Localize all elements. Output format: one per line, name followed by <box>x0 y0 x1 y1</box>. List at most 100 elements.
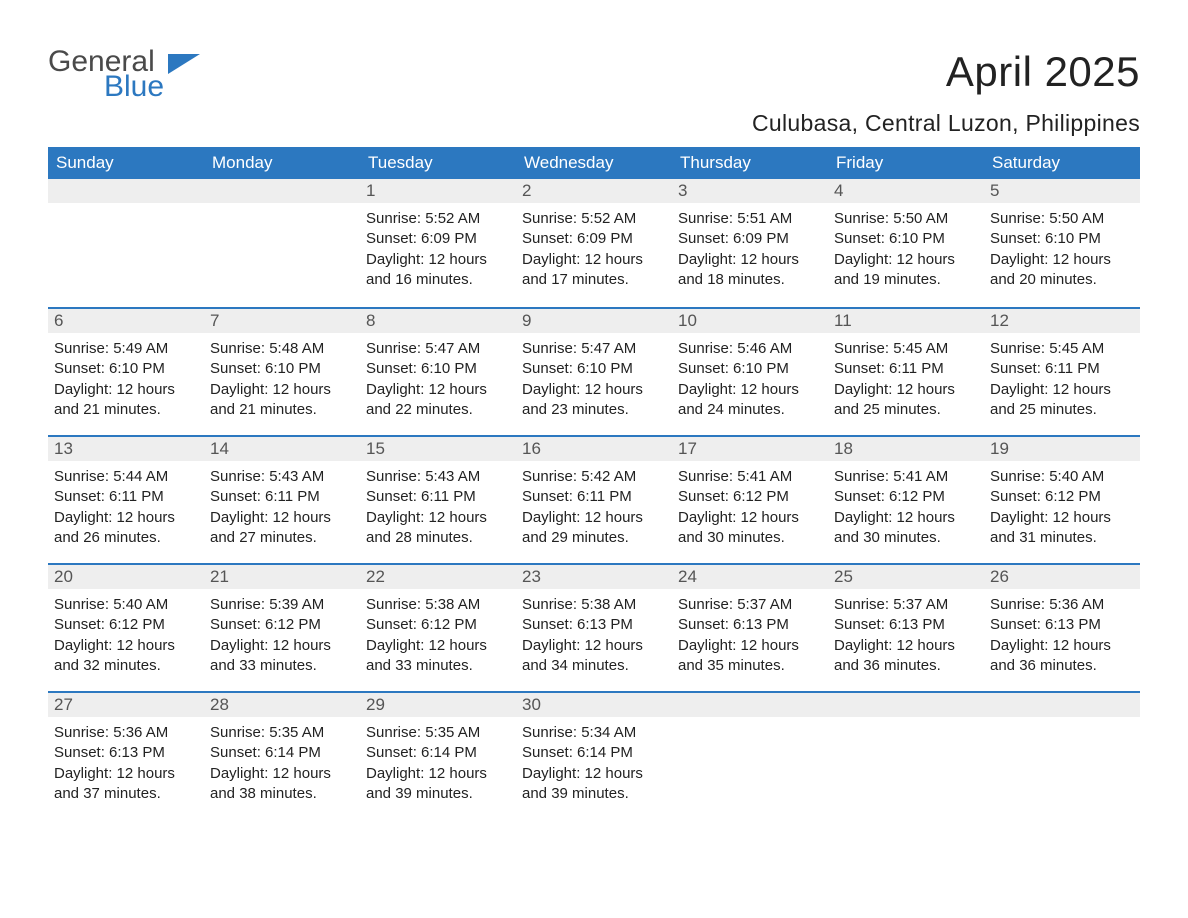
day-details: Sunrise: 5:36 AMSunset: 6:13 PMDaylight:… <box>48 717 204 804</box>
daylight-line: Daylight: 12 hours and 30 minutes. <box>834 508 980 549</box>
sunset-line: Sunset: 6:14 PM <box>210 743 356 763</box>
calendar-day-empty <box>984 693 1140 819</box>
day-number-strip: 14 <box>204 437 360 461</box>
sunset-line: Sunset: 6:10 PM <box>366 359 512 379</box>
day-number-strip: 4 <box>828 179 984 203</box>
sunrise-line: Sunrise: 5:38 AM <box>522 595 668 615</box>
logo-text: General Blue <box>48 48 164 101</box>
day-number-strip: 3 <box>672 179 828 203</box>
day-number-strip: 8 <box>360 309 516 333</box>
sunset-line: Sunset: 6:10 PM <box>990 229 1136 249</box>
day-number-strip: 29 <box>360 693 516 717</box>
calendar-day-cell: 6Sunrise: 5:49 AMSunset: 6:10 PMDaylight… <box>48 309 204 435</box>
day-number-strip: 23 <box>516 565 672 589</box>
day-number-strip: 1 <box>360 179 516 203</box>
day-number-strip: 26 <box>984 565 1140 589</box>
calendar-day-cell: 26Sunrise: 5:36 AMSunset: 6:13 PMDayligh… <box>984 565 1140 691</box>
sunset-line: Sunset: 6:11 PM <box>834 359 980 379</box>
sunset-line: Sunset: 6:12 PM <box>990 487 1136 507</box>
sunrise-line: Sunrise: 5:38 AM <box>366 595 512 615</box>
sunrise-line: Sunrise: 5:36 AM <box>54 723 200 743</box>
sunrise-line: Sunrise: 5:41 AM <box>678 467 824 487</box>
sunset-line: Sunset: 6:10 PM <box>678 359 824 379</box>
day-number-strip: 25 <box>828 565 984 589</box>
day-details: Sunrise: 5:47 AMSunset: 6:10 PMDaylight:… <box>516 333 672 420</box>
day-number-strip <box>984 693 1140 717</box>
calendar-day-cell: 27Sunrise: 5:36 AMSunset: 6:13 PMDayligh… <box>48 693 204 819</box>
calendar-day-cell: 25Sunrise: 5:37 AMSunset: 6:13 PMDayligh… <box>828 565 984 691</box>
calendar-day-empty <box>48 179 204 307</box>
day-details: Sunrise: 5:46 AMSunset: 6:10 PMDaylight:… <box>672 333 828 420</box>
logo-word-blue: Blue <box>104 73 164 102</box>
day-number-strip: 18 <box>828 437 984 461</box>
day-details: Sunrise: 5:48 AMSunset: 6:10 PMDaylight:… <box>204 333 360 420</box>
calendar-day-cell: 1 Sunrise: 5:52 AMSunset: 6:09 PMDaylight… <box>360 179 516 307</box>
calendar-day-cell: 9Sunrise: 5:47 AMSunset: 6:10 PMDaylight… <box>516 309 672 435</box>
day-number-strip <box>672 693 828 717</box>
sunset-line: Sunset: 6:12 PM <box>210 615 356 635</box>
sunrise-line: Sunrise: 5:45 AM <box>990 339 1136 359</box>
daylight-line: Daylight: 12 hours and 19 minutes. <box>834 250 980 291</box>
day-of-week-header-row: SundayMondayTuesdayWednesdayThursdayFrid… <box>48 147 1140 179</box>
day-details: Sunrise: 5:49 AMSunset: 6:10 PMDaylight:… <box>48 333 204 420</box>
calendar-day-cell: 12Sunrise: 5:45 AMSunset: 6:11 PMDayligh… <box>984 309 1140 435</box>
calendar-day-cell: 21Sunrise: 5:39 AMSunset: 6:12 PMDayligh… <box>204 565 360 691</box>
daylight-line: Daylight: 12 hours and 24 minutes. <box>678 380 824 421</box>
sunrise-line: Sunrise: 5:36 AM <box>990 595 1136 615</box>
daylight-line: Daylight: 12 hours and 22 minutes. <box>366 380 512 421</box>
daylight-line: Daylight: 12 hours and 38 minutes. <box>210 764 356 805</box>
day-number-strip: 7 <box>204 309 360 333</box>
sunset-line: Sunset: 6:13 PM <box>834 615 980 635</box>
daylight-line: Daylight: 12 hours and 37 minutes. <box>54 764 200 805</box>
daylight-line: Daylight: 12 hours and 39 minutes. <box>366 764 512 805</box>
sunset-line: Sunset: 6:14 PM <box>366 743 512 763</box>
sunset-line: Sunset: 6:09 PM <box>366 229 512 249</box>
daylight-line: Daylight: 12 hours and 21 minutes. <box>210 380 356 421</box>
day-details: Sunrise: 5:52 AMSunset: 6:09 PMDaylight:… <box>516 203 672 290</box>
day-details: Sunrise: 5:50 AMSunset: 6:10 PMDaylight:… <box>984 203 1140 290</box>
sunrise-line: Sunrise: 5:40 AM <box>54 595 200 615</box>
calendar-day-cell: 5Sunrise: 5:50 AMSunset: 6:10 PMDaylight… <box>984 179 1140 307</box>
calendar-day-cell: 15Sunrise: 5:43 AMSunset: 6:11 PMDayligh… <box>360 437 516 563</box>
title-block: April 2025 Culubasa, Central Luzon, Phil… <box>752 48 1140 137</box>
sunset-line: Sunset: 6:12 PM <box>366 615 512 635</box>
daylight-line: Daylight: 12 hours and 30 minutes. <box>678 508 824 549</box>
calendar-week-row: 6Sunrise: 5:49 AMSunset: 6:10 PMDaylight… <box>48 307 1140 435</box>
calendar-day-cell: 16Sunrise: 5:42 AMSunset: 6:11 PMDayligh… <box>516 437 672 563</box>
sunset-line: Sunset: 6:14 PM <box>522 743 668 763</box>
day-number-strip: 11 <box>828 309 984 333</box>
calendar-day-cell: 28Sunrise: 5:35 AMSunset: 6:14 PMDayligh… <box>204 693 360 819</box>
sunset-line: Sunset: 6:12 PM <box>834 487 980 507</box>
sunrise-line: Sunrise: 5:39 AM <box>210 595 356 615</box>
day-details: Sunrise: 5:35 AMSunset: 6:14 PMDaylight:… <box>204 717 360 804</box>
sunrise-line: Sunrise: 5:34 AM <box>522 723 668 743</box>
sunrise-line: Sunrise: 5:52 AM <box>522 209 668 229</box>
sunrise-line: Sunrise: 5:48 AM <box>210 339 356 359</box>
day-details: Sunrise: 5:37 AMSunset: 6:13 PMDaylight:… <box>672 589 828 676</box>
sunrise-line: Sunrise: 5:40 AM <box>990 467 1136 487</box>
sunset-line: Sunset: 6:13 PM <box>678 615 824 635</box>
month-title: April 2025 <box>752 48 1140 96</box>
calendar-day-cell: 17Sunrise: 5:41 AMSunset: 6:12 PMDayligh… <box>672 437 828 563</box>
daylight-line: Daylight: 12 hours and 32 minutes. <box>54 636 200 677</box>
sunset-line: Sunset: 6:10 PM <box>834 229 980 249</box>
daylight-line: Daylight: 12 hours and 36 minutes. <box>834 636 980 677</box>
sunrise-line: Sunrise: 5:43 AM <box>210 467 356 487</box>
daylight-line: Daylight: 12 hours and 16 minutes. <box>366 250 512 291</box>
day-details: Sunrise: 5:35 AMSunset: 6:14 PMDaylight:… <box>360 717 516 804</box>
sunset-line: Sunset: 6:11 PM <box>210 487 356 507</box>
sunrise-line: Sunrise: 5:43 AM <box>366 467 512 487</box>
sunset-line: Sunset: 6:13 PM <box>522 615 668 635</box>
day-details: Sunrise: 5:34 AMSunset: 6:14 PMDaylight:… <box>516 717 672 804</box>
weeks-container: 1Sunrise: 5:52 AMSunset: 6:09 PMDaylight… <box>48 179 1140 819</box>
sunrise-line: Sunrise: 5:52 AM <box>366 209 512 229</box>
day-of-week-header: Friday <box>828 147 984 179</box>
calendar-day-empty <box>828 693 984 819</box>
daylight-line: Daylight: 12 hours and 28 minutes. <box>366 508 512 549</box>
day-details: Sunrise: 5:47 AMSunset: 6:10 PMDaylight:… <box>360 333 516 420</box>
sunset-line: Sunset: 6:10 PM <box>54 359 200 379</box>
sunset-line: Sunset: 6:11 PM <box>522 487 668 507</box>
day-details: Sunrise: 5:43 AMSunset: 6:11 PMDaylight:… <box>204 461 360 548</box>
day-details: Sunrise: 5:40 AMSunset: 6:12 PMDaylight:… <box>984 461 1140 548</box>
sunset-line: Sunset: 6:11 PM <box>366 487 512 507</box>
